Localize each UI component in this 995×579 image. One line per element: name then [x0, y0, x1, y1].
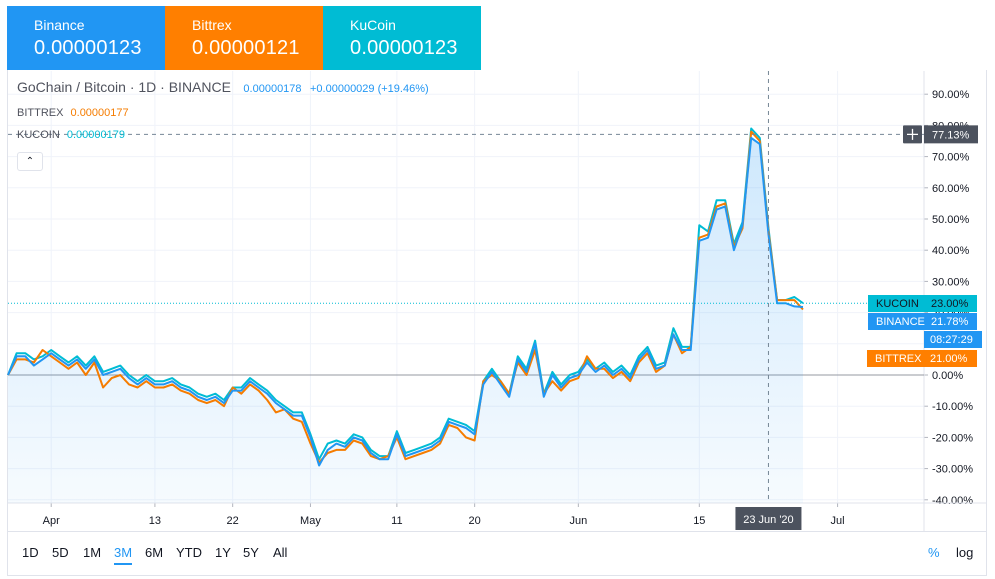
y-tick-label: -20.00% — [932, 432, 973, 444]
legend-series-name: KUCOIN — [17, 129, 60, 141]
legend-row-bittrex[interactable]: BITTREX 0.00000177 — [17, 107, 129, 119]
ticker-price: 0.00000123 — [350, 37, 458, 59]
series-axis-value-bittrex: 21.00% — [930, 353, 968, 365]
legend-main-row: GoChain / Bitcoin · 1D · BINANCE 0.00000… — [17, 79, 429, 97]
legend-main-value: 0.00000178 — [243, 83, 302, 95]
range-button-3m[interactable]: 3M — [114, 545, 133, 565]
x-tick-label: 11 — [391, 515, 402, 527]
range-button-5d[interactable]: 5D — [52, 545, 69, 560]
legend-row-kucoin[interactable]: KUCOIN 0.00000179 — [17, 129, 125, 141]
range-button-ytd[interactable]: YTD — [176, 545, 202, 560]
chart-frame — [7, 70, 987, 532]
legend-series-name: BITTREX — [17, 107, 64, 119]
x-tick-label: Jul — [831, 515, 845, 527]
y-tick-label: -40.00% — [932, 495, 973, 507]
ticker-price: 0.00000123 — [34, 37, 142, 59]
ticker-card-binance[interactable]: Binance 0.00000123 — [7, 6, 165, 70]
range-button-1m[interactable]: 1M — [83, 545, 102, 560]
y-tick-label: -10.00% — [932, 401, 973, 413]
y-tick-label: 30.00% — [932, 276, 970, 288]
series-axis-name-bittrex: BITTREX — [875, 353, 922, 365]
range-button-1y[interactable]: 1Y — [215, 545, 231, 560]
x-tick-label: 20 — [469, 515, 481, 527]
ticker-card-kucoin[interactable]: KuCoin 0.00000123 — [323, 6, 481, 70]
percent-scale-toggle[interactable]: % — [928, 545, 940, 560]
log-scale-toggle[interactable]: log — [956, 545, 974, 560]
series-line-kucoin[interactable] — [7, 127, 804, 461]
crosshair-date-label-bg — [735, 507, 802, 530]
series-axis-label-bg-bittrex — [867, 350, 977, 367]
range-button-1d[interactable]: 1D — [22, 545, 39, 560]
crosshair-date-label: 23 Jun '20 — [743, 514, 793, 526]
range-toolbar — [7, 532, 987, 576]
legend-main-change: +0.00000029 (+19.46%) — [310, 83, 429, 95]
range-button-6m[interactable]: 6M — [145, 545, 164, 560]
x-tick-label: Apr — [43, 515, 60, 527]
bar-countdown-label: 08:27:29 — [930, 334, 973, 346]
range-button-5y[interactable]: 5Y — [243, 545, 259, 560]
symbol-title[interactable]: GoChain / Bitcoin · 1D · BINANCE — [17, 79, 231, 95]
plus-icon — [907, 128, 918, 140]
ticker-card-bittrex[interactable]: Bittrex 0.00000121 — [165, 6, 323, 70]
y-tick-label: 90.00% — [932, 89, 970, 101]
series-line-binance[interactable] — [7, 136, 804, 467]
series-axis-name-binance: BINANCE — [876, 316, 925, 328]
x-tick-label: 15 — [693, 515, 705, 527]
legend-collapse-button[interactable]: ⌃ — [17, 152, 43, 171]
x-tick-label: Jun — [569, 515, 587, 527]
series-axis-label-bg-kucoin — [868, 295, 977, 312]
y-tick-label: -30.00% — [932, 464, 973, 476]
legend-series-value: 0.00000177 — [70, 107, 129, 119]
crosshair-price-label: 77.13% — [932, 129, 970, 141]
series-axis-value-binance: 21.78% — [931, 316, 969, 328]
legend-series-value: 0.00000179 — [66, 129, 125, 141]
range-button-all[interactable]: All — [273, 545, 288, 560]
series-axis-name-kucoin: KUCOIN — [876, 298, 919, 310]
area-fill-binance — [8, 137, 803, 503]
countdown-label-bg — [924, 331, 982, 348]
x-tick-label: 22 — [227, 515, 239, 527]
ticker-exchange-name: Binance — [34, 17, 85, 33]
series-axis-label-bg-binance — [868, 313, 977, 330]
crosshair-price-label-bg — [924, 125, 978, 144]
series-axis-value-kucoin: 23.00% — [931, 298, 969, 310]
ticker-exchange-name: Bittrex — [192, 17, 232, 33]
ticker-price: 0.00000121 — [192, 37, 300, 59]
x-tick-label: 13 — [149, 515, 161, 527]
y-tick-label: 60.00% — [932, 183, 970, 195]
y-tick-label: 40.00% — [932, 245, 970, 257]
y-tick-label: 70.00% — [932, 152, 970, 164]
ticker-exchange-name: KuCoin — [350, 17, 396, 33]
y-tick-label: 0.00% — [932, 370, 963, 382]
x-tick-label: May — [300, 515, 321, 527]
y-tick-label: 50.00% — [932, 214, 970, 226]
